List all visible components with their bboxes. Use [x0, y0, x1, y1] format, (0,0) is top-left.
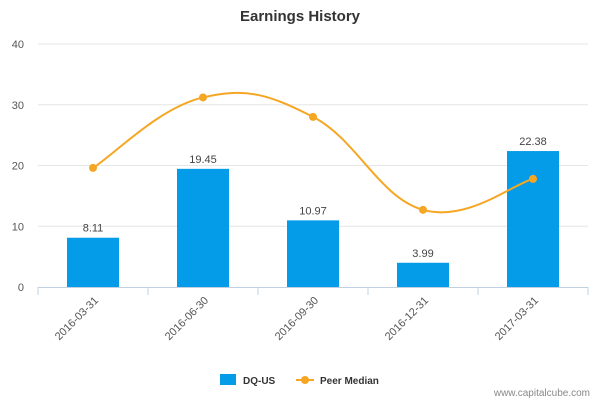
- bar: [397, 262, 449, 287]
- bar-series: 8.11 19.45 10.97 3.99 22.38: [67, 136, 559, 287]
- chart-title: Earnings History: [240, 8, 361, 25]
- line-series: [89, 91, 537, 214]
- x-tick-label: 2017-03-31: [493, 295, 541, 343]
- bar: [67, 237, 119, 287]
- x-tick-label: 2016-12-31: [383, 295, 431, 343]
- bar: [177, 168, 229, 287]
- y-tick-label: 0: [18, 282, 24, 294]
- y-tick-label: 30: [12, 100, 24, 112]
- legend-label-line: Peer Median: [320, 376, 379, 387]
- y-tick-label: 10: [12, 221, 24, 233]
- bar-data-label: 8.11: [83, 223, 104, 235]
- y-tick-label: 40: [12, 39, 24, 51]
- x-axis: 2016-03-31 2016-06-30 2016-09-30 2016-12-31…: [37, 287, 589, 343]
- bar-data-label: 3.99: [412, 248, 433, 260]
- line-point: [89, 163, 97, 172]
- line-point: [419, 205, 427, 214]
- line-point: [199, 93, 207, 102]
- bar-data-label: 22.38: [519, 136, 547, 148]
- x-tick-label: 2016-09-30: [273, 295, 321, 343]
- bar: [287, 220, 339, 287]
- y-tick-label: 20: [12, 161, 24, 173]
- bar-data-label: 19.45: [189, 154, 217, 166]
- legend-label-bar: DQ-US: [243, 376, 276, 387]
- gridlines: [38, 43, 588, 227]
- legend: DQ-US Peer Median: [220, 374, 379, 387]
- bar: [507, 151, 559, 287]
- credit-text: www.capitalcube.com: [493, 388, 590, 399]
- peer-median-line: [92, 91, 534, 214]
- legend-swatch-bar: [220, 374, 236, 385]
- line-point: [529, 174, 537, 183]
- line-point: [309, 112, 317, 121]
- y-axis: 0 10 20 30 40: [12, 39, 24, 294]
- legend-swatch-marker: [301, 376, 309, 384]
- x-tick-label: 2016-03-31: [53, 295, 101, 343]
- bar-data-label: 10.97: [299, 205, 327, 217]
- x-tick-label: 2016-06-30: [163, 295, 211, 343]
